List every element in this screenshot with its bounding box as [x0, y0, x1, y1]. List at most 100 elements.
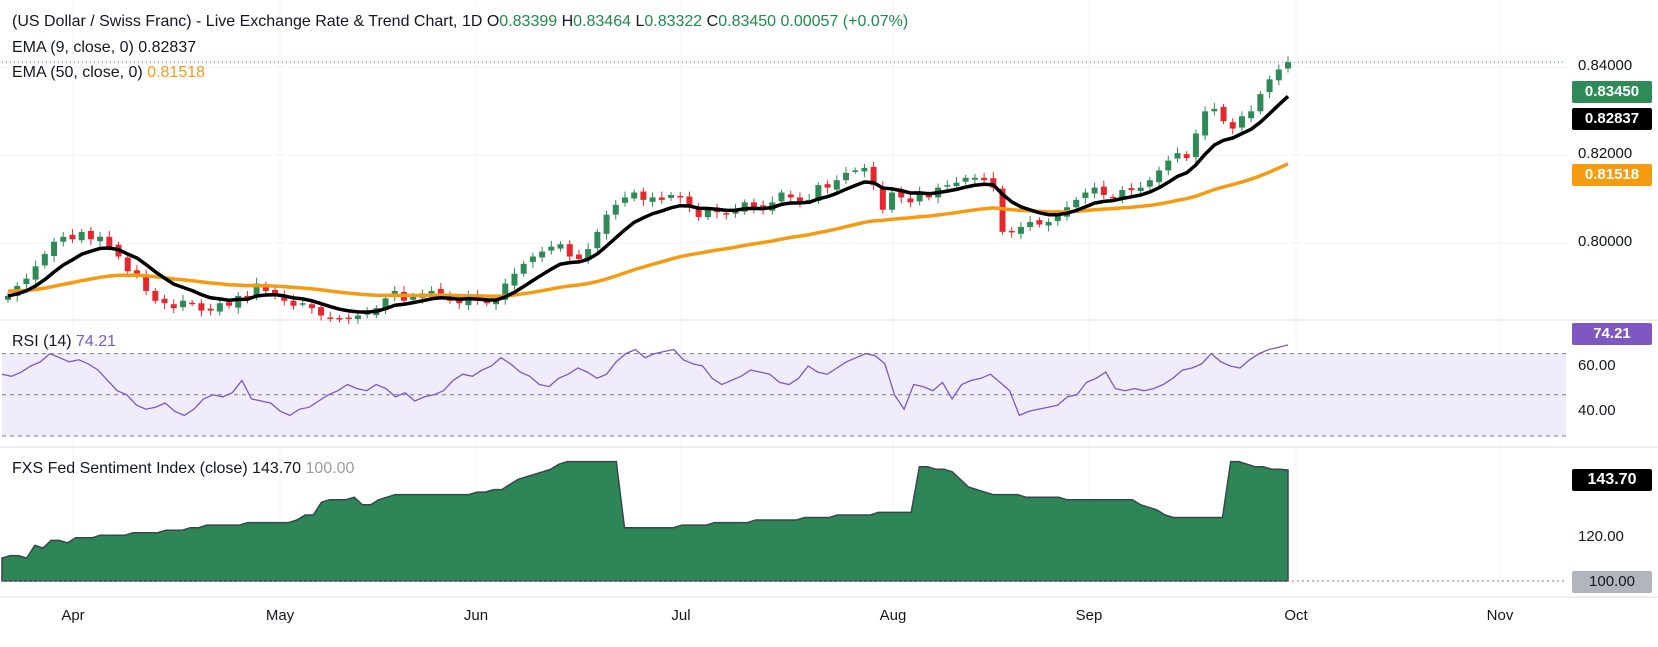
candle-body	[981, 177, 988, 181]
fxs-area	[1, 460, 1289, 582]
x-tick-label: Nov	[1486, 607, 1514, 624]
candle-body	[5, 295, 11, 300]
candle-body	[990, 178, 997, 188]
candle-body	[161, 298, 168, 304]
close-value: 0.83450	[718, 13, 777, 30]
rsi-label: RSI (14)	[12, 333, 72, 350]
candle-body	[1008, 230, 1015, 233]
candle-body	[695, 209, 702, 218]
x-tick-label: Sep	[1075, 607, 1103, 624]
ema50-legend[interactable]: EMA (50, close, 0) 0.81518	[12, 64, 205, 82]
candle-body	[520, 263, 527, 274]
ema9-label: EMA (9, close, 0)	[12, 39, 134, 56]
candle-body	[1202, 111, 1209, 136]
candle-body	[198, 303, 205, 311]
ema9-value: 0.82837	[138, 39, 197, 56]
ohlc-close: C0.83450	[707, 13, 776, 30]
candle-body	[1211, 108, 1218, 112]
candle-body	[640, 191, 647, 200]
candle-body	[133, 270, 140, 274]
candle-body	[889, 192, 896, 210]
fxs-base-badge: 100.00	[1572, 571, 1652, 593]
ema50-badge: 0.81518	[1572, 164, 1652, 186]
candle-body	[1036, 220, 1043, 225]
x-tick-label: Aug	[879, 607, 907, 624]
candle-body	[944, 185, 951, 187]
candle-body	[207, 308, 214, 311]
candle-body	[649, 197, 656, 202]
x-tick-label: Apr	[61, 607, 85, 624]
candle-body	[1156, 170, 1163, 183]
rsi-line	[1, 344, 1289, 417]
change-value: 0.00057 (+0.07%)	[780, 13, 909, 30]
chart-title-row: (US Dollar / Swiss Franc) - Live Exchang…	[12, 13, 908, 31]
last-price-badge: 0.83450	[1572, 81, 1652, 103]
candle-body	[1285, 62, 1291, 69]
candle-body	[465, 295, 472, 306]
candle-body	[87, 230, 94, 240]
rsi-tick-label: 40.00	[1578, 402, 1616, 419]
candle-body	[796, 197, 803, 203]
candle-body	[750, 202, 757, 208]
candle-body	[594, 231, 601, 249]
candle-body	[345, 317, 352, 320]
candle-body	[170, 304, 177, 309]
candle-body	[1027, 222, 1034, 227]
rsi-tick-label: 60.00	[1578, 357, 1616, 374]
candle-body	[78, 231, 85, 241]
candle-body	[898, 190, 905, 198]
candle-body	[1266, 79, 1273, 93]
candle-body	[962, 177, 969, 182]
open-label: O	[486, 13, 500, 30]
price-tick-label: 0.80000	[1578, 233, 1633, 250]
candle-body	[1137, 187, 1144, 192]
candle-body	[658, 197, 665, 200]
candle-body	[1248, 111, 1255, 119]
candle-body	[612, 204, 619, 215]
candle-body	[824, 184, 831, 188]
fxs-tick-label: 120.00	[1578, 528, 1624, 545]
candle-body	[668, 194, 675, 198]
candle-body	[842, 172, 849, 181]
ohlc-low: L0.83322	[635, 13, 702, 30]
candle-body	[290, 300, 297, 306]
candle-body	[1100, 186, 1107, 195]
chart-title: (US Dollar / Swiss Franc) - Live Exchang…	[12, 13, 483, 30]
candle-body	[1238, 116, 1245, 128]
candle-body	[1183, 154, 1190, 159]
candle-body	[124, 257, 131, 272]
ema9-legend[interactable]: EMA (9, close, 0) 0.82837	[12, 39, 196, 57]
candle-body	[529, 256, 536, 262]
candle-body	[833, 180, 840, 190]
open-value: 0.83399	[499, 13, 558, 30]
candle-body	[1073, 199, 1080, 208]
candle-body	[1165, 160, 1172, 171]
candle-body	[566, 244, 573, 257]
candle-body	[244, 295, 251, 299]
candle-body	[621, 197, 628, 203]
price-tick-label: 0.84000	[1578, 57, 1633, 74]
candle-body	[1192, 133, 1199, 158]
candle-body	[907, 198, 914, 203]
candle-body	[971, 177, 978, 180]
candle-body	[1091, 187, 1098, 194]
candle-body	[97, 236, 104, 242]
rsi-value: 74.21	[76, 333, 117, 350]
candle-body	[235, 295, 242, 308]
rsi-legend[interactable]: RSI (14) 74.21	[12, 333, 116, 351]
high-value: 0.83464	[573, 13, 631, 30]
fxs-legend[interactable]: FXS Fed Sentiment Index (close) 143.70 1…	[12, 460, 354, 478]
candle-body	[272, 289, 279, 294]
candle-body	[1220, 106, 1227, 122]
candle-body	[1229, 122, 1236, 129]
candle-body	[382, 298, 389, 309]
fxs-baseline: 100.00	[305, 460, 355, 477]
price-tick-label: 0.82000	[1578, 145, 1633, 162]
low-value: 0.83322	[644, 13, 703, 30]
candle-body	[539, 251, 546, 258]
candle-body	[511, 273, 518, 286]
x-tick-label: May	[265, 607, 295, 624]
candle-body	[428, 290, 435, 294]
candle-body	[179, 300, 186, 308]
